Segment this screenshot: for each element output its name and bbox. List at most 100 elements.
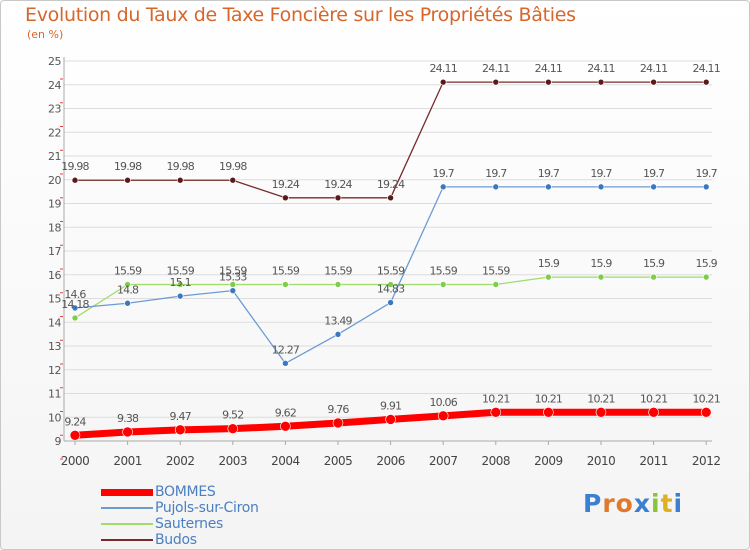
legend-label: BOMMES: [155, 484, 216, 500]
y-tick-label: 17: [48, 245, 61, 258]
data-label: 10.21: [535, 392, 563, 405]
legend-swatch-bommes: [101, 488, 153, 496]
data-point: [176, 281, 184, 288]
data-label: 15.1: [170, 276, 191, 289]
chart-subtitle: (en %): [27, 28, 64, 41]
data-label: 24.11: [640, 62, 668, 75]
y-tick-label: 21: [48, 150, 61, 163]
legend-item-budos: Budos: [101, 532, 197, 548]
data-label: 14.6: [64, 288, 86, 301]
y-tick-label: 23: [48, 103, 61, 116]
legend-swatch-sauternes: [101, 523, 153, 525]
data-label: 15.9: [643, 257, 665, 270]
data-point: [332, 417, 344, 429]
data-label: 15.59: [429, 264, 457, 277]
data-label: 24.11: [535, 62, 563, 75]
data-label: 19.98: [166, 160, 194, 173]
data-point: [439, 281, 447, 288]
proxiti-logo: Proxiti: [583, 489, 683, 518]
data-label: 14.18: [61, 298, 89, 311]
data-point: [122, 426, 133, 438]
logo-letter: t: [660, 489, 674, 518]
data-point: [597, 273, 605, 281]
legend-swatch-pujols: [101, 507, 153, 509]
data-point: [650, 273, 657, 281]
data-label: 15.59: [272, 264, 300, 277]
data-point: [387, 299, 394, 306]
data-label: 15.59: [114, 264, 142, 277]
data-label: 10.21: [692, 392, 720, 405]
y-tick-label: 10: [48, 411, 61, 424]
data-label: 12.27: [272, 343, 300, 356]
data-point: [648, 406, 659, 418]
data-point: [229, 287, 237, 294]
data-point: [71, 314, 79, 322]
legend-label: Pujols-sur-Ciron: [155, 500, 259, 516]
data-label: 9.38: [117, 412, 139, 425]
data-label: 13.49: [324, 314, 352, 327]
legend-item-pujols: Pujols-sur-Ciron: [101, 500, 259, 516]
data-point: [650, 78, 657, 86]
data-point: [597, 78, 605, 86]
chart-title: Evolution du Taux de Taxe Foncière sur l…: [25, 4, 576, 26]
data-point: [700, 406, 712, 418]
x-tick-label: 2011: [639, 454, 668, 468]
data-label: 19.24: [377, 178, 405, 191]
data-point: [650, 183, 657, 191]
data-point: [490, 406, 502, 418]
data-label: 15.9: [696, 257, 718, 270]
data-label: 15.9: [538, 257, 560, 270]
data-label: 19.98: [61, 160, 89, 173]
data-label: 24.11: [692, 62, 720, 75]
logo-letter: x: [633, 489, 651, 518]
data-label: 19.24: [272, 178, 300, 191]
data-point: [385, 414, 396, 425]
data-label: 19.98: [114, 160, 142, 173]
data-point: [124, 281, 131, 288]
data-label: 15.9: [590, 257, 612, 270]
data-label: 10.21: [482, 392, 510, 405]
data-point: [334, 194, 342, 202]
data-point: [439, 183, 447, 191]
data-point: [702, 78, 710, 86]
data-label: 19.7: [538, 167, 560, 180]
x-tick-label: 2003: [219, 454, 248, 468]
y-tick-label: 22: [48, 126, 61, 139]
y-tick-label: 11: [48, 388, 61, 401]
data-label: 15.59: [219, 264, 247, 277]
x-tick-label: 2006: [376, 454, 405, 468]
data-point: [282, 194, 289, 202]
x-tick-label: 2008: [482, 454, 511, 468]
x-tick-label: 2004: [271, 454, 300, 468]
data-point: [69, 429, 81, 441]
data-label: 19.98: [219, 160, 247, 173]
data-point: [492, 183, 500, 191]
data-point: [595, 406, 607, 418]
data-point: [176, 176, 184, 184]
x-tick-label: 2010: [587, 454, 616, 468]
data-label: 19.7: [433, 167, 455, 180]
data-label: 19.7: [590, 167, 612, 180]
legend-item-sauternes: Sauternes: [101, 516, 223, 532]
data-label: 24.11: [482, 62, 510, 75]
data-point: [545, 78, 552, 86]
legend-swatch-budos: [101, 539, 153, 541]
data-point: [229, 176, 237, 184]
data-point: [702, 273, 710, 281]
data-label: 9.91: [380, 399, 401, 412]
data-point: [545, 273, 552, 281]
logo-letter: r: [602, 489, 616, 518]
data-label: 15.59: [482, 264, 510, 277]
legend-label: Budos: [155, 532, 197, 548]
data-point: [439, 78, 447, 86]
x-tick-label: 2001: [113, 454, 142, 468]
data-label: 19.7: [643, 167, 665, 180]
data-label: 15.59: [324, 264, 352, 277]
y-tick-label: 18: [48, 221, 61, 234]
x-tick-label: 2012: [692, 454, 721, 468]
data-label: 10.21: [640, 392, 668, 405]
data-label: 9.76: [327, 403, 349, 416]
data-point: [227, 423, 239, 434]
data-point: [387, 281, 394, 288]
